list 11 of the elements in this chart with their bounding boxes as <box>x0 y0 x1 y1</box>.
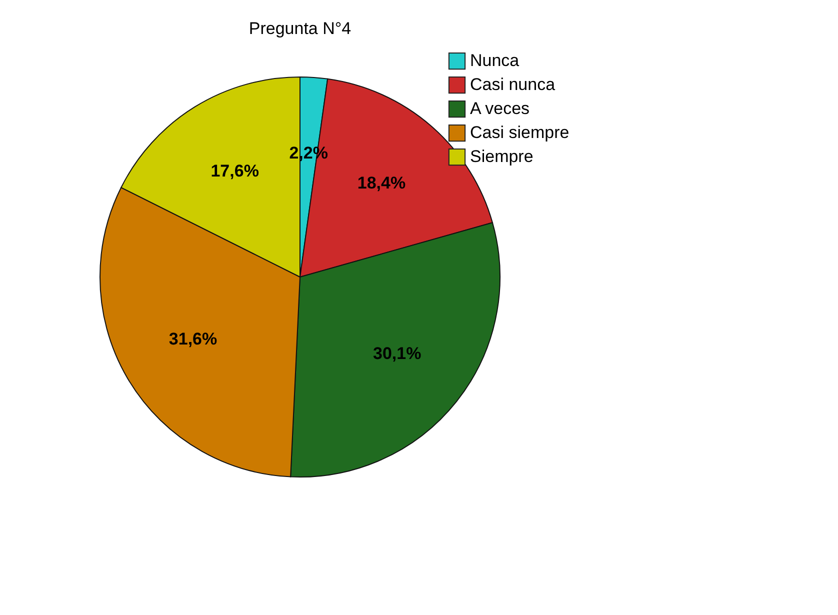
legend-label: Casi nunca <box>470 75 556 94</box>
legend-label: Casi siempre <box>470 123 570 142</box>
data-label: 31,6% <box>168 330 218 349</box>
data-label: 2,2% <box>289 143 328 162</box>
legend-label: A veces <box>470 99 530 118</box>
chart-title: Pregunta N°4 <box>248 19 352 38</box>
legend-label: Siempre <box>470 147 534 166</box>
legend-label: Nunca <box>470 51 520 70</box>
data-label: 18,4% <box>357 174 406 193</box>
data-label: 17,6% <box>210 162 259 181</box>
data-label: 30,1% <box>372 344 422 364</box>
